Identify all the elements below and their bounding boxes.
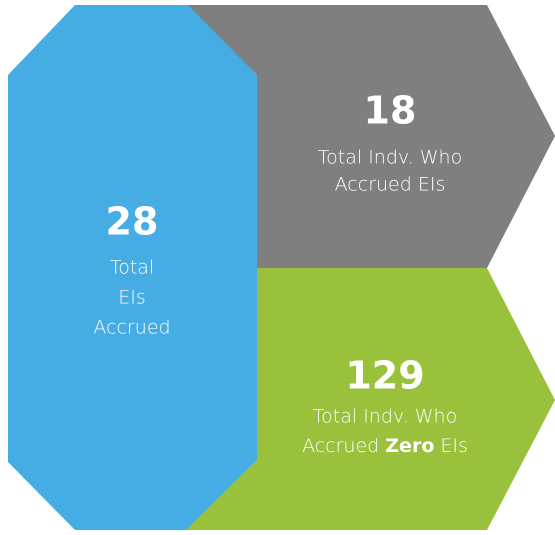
- gray-panel: [185, 5, 555, 268]
- accrued-value: 18: [364, 89, 417, 133]
- label-line: EIs: [118, 287, 146, 309]
- label-line: Total: [110, 257, 154, 279]
- label-line: Accrued Zero EIs: [302, 435, 468, 457]
- blue-panel: [8, 5, 257, 530]
- label-line: Total Indv. Who: [318, 147, 462, 169]
- label-line: Total Indv. Who: [313, 406, 457, 428]
- total-value: 28: [106, 200, 159, 244]
- label-line: Accrued EIs: [335, 174, 446, 196]
- label-line: Accrued: [93, 317, 170, 339]
- label-emphasis: Zero: [385, 435, 434, 457]
- label-word: EIs: [440, 435, 468, 457]
- label-word: Accrued: [302, 435, 379, 457]
- green-panel: [185, 268, 555, 530]
- zero-value: 129: [345, 354, 424, 398]
